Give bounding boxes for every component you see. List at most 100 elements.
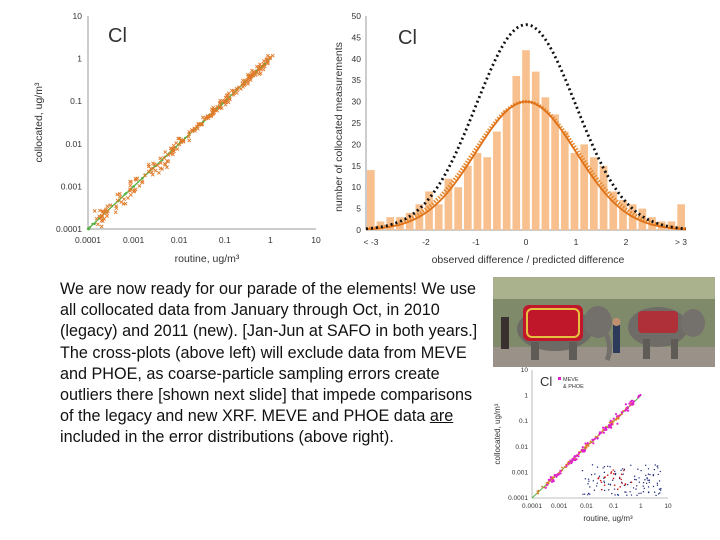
new-xrf-point: [205, 114, 210, 119]
new-xrf-point: [166, 159, 171, 164]
main-scatter-chart: 0.0001 0.001 0.01 0.1 1 10 0.0001 0.001 0.01 0.1 1…: [33, 11, 321, 265]
new-xrf-point: [242, 81, 247, 86]
x-tick-label: 0.1: [609, 503, 618, 510]
y-tick-label: 0.001: [512, 469, 529, 476]
collocated-point: [561, 466, 563, 469]
new-xrf-point: [223, 99, 228, 104]
meve-phoe-point: [631, 401, 635, 405]
new-xrf-point: [163, 162, 168, 167]
meve-phoe-point: [630, 403, 633, 406]
outlier-point: [609, 483, 612, 486]
new-xrf-point: [175, 147, 180, 152]
element-label: Cl: [540, 374, 552, 389]
legacy-point: [91, 222, 94, 226]
outlier-point: [610, 472, 612, 474]
collocated-point: [547, 482, 550, 485]
parade-person-head: [612, 318, 621, 326]
outlier-point: [657, 473, 659, 476]
collocated-point: [594, 435, 597, 438]
new-xrf-point: [241, 84, 245, 89]
meve-phoe-point: [559, 472, 562, 475]
new-xrf-point: [128, 187, 132, 192]
new-xrf-point: [257, 72, 262, 77]
collocated-point: [553, 476, 556, 479]
meve-phoe-point: [626, 409, 630, 412]
new-xrf-point: [162, 156, 167, 160]
meve-phoe-point: [618, 414, 621, 417]
new-xrf-point: [212, 110, 217, 115]
new-xrf-point: [209, 107, 214, 112]
new-xrf-point: [212, 107, 217, 111]
x-tick-label: -2: [422, 237, 430, 247]
outlier-point: [591, 464, 594, 466]
outlier-point: [638, 481, 641, 483]
meve-phoe-point: [569, 459, 572, 462]
x-tick-label: 0.01: [580, 503, 593, 510]
new-xrf-point: [226, 100, 231, 105]
outlier-point: [626, 494, 628, 496]
new-xrf-point: [160, 167, 165, 171]
new-xrf-point: [140, 180, 145, 185]
outlier-point: [613, 473, 615, 475]
meve-phoe-point: [616, 422, 619, 425]
collocated-point: [608, 421, 611, 424]
outlier-point: [640, 469, 642, 472]
outlier-point: [595, 485, 598, 487]
new-xrf-point: [150, 172, 155, 177]
new-xrf-point: [189, 127, 194, 132]
y-tick-label: 5: [356, 204, 361, 214]
meve-phoe-point: [596, 436, 599, 440]
y-axis-title: collocated, ug/m³: [493, 403, 502, 464]
y-tick-label: 35: [352, 75, 362, 85]
new-xrf-point: [172, 149, 176, 154]
outlier-point: [612, 477, 615, 480]
collocated-point: [541, 485, 543, 488]
meve-phoe-point: [553, 474, 557, 477]
paragraph-text-1: We are now ready for our parade of the e…: [60, 280, 478, 426]
histogram-bar: [638, 208, 647, 230]
meve-phoe-point: [556, 473, 559, 476]
meve-phoe-point: [604, 426, 607, 430]
x-tick-label: 10: [311, 235, 321, 245]
outlier-point: [657, 467, 659, 469]
new-xrf-point: [211, 112, 215, 117]
new-xrf-point: [196, 123, 201, 128]
new-xrf-point: [259, 67, 263, 72]
histogram-bar: [434, 204, 443, 230]
meve-phoe-point: [612, 417, 615, 420]
outlier-point: [656, 465, 658, 467]
histogram-bar: [367, 170, 375, 230]
new-xrf-point: [122, 197, 126, 202]
x-tick-label: 0: [524, 237, 529, 247]
meve-phoe-point: [601, 426, 605, 429]
new-xrf-point: [179, 137, 184, 142]
elephant-parade-photo: [493, 277, 715, 367]
new-xrf-point: [261, 61, 266, 66]
meve-phoe-point: [591, 438, 594, 441]
meve-phoe-point: [639, 393, 642, 397]
outlier-point: [614, 494, 616, 496]
new-xrf-point: [123, 201, 128, 206]
outlier-point: [636, 494, 638, 497]
outlier-point: [633, 475, 636, 477]
histogram-bar: [386, 217, 395, 230]
x-tick-label: 2: [624, 237, 629, 247]
x-tick-label: 10: [664, 503, 672, 510]
outlier-point: [608, 489, 610, 491]
y-tick-label: 20: [352, 139, 362, 149]
new-xrf-point: [181, 138, 186, 143]
outlier-point: [603, 465, 606, 468]
y-tick-label: 1: [524, 393, 528, 400]
outlier-point: [645, 482, 648, 484]
new-xrf-point: [217, 105, 222, 110]
photo-street: [493, 347, 715, 367]
outlier-point: [645, 464, 647, 467]
x-tick-label: 0.1: [219, 235, 231, 245]
new-xrf-point: [113, 210, 118, 215]
outlier-point: [635, 488, 637, 490]
y-tick-label: 10: [352, 182, 362, 192]
outlier-point: [632, 487, 635, 489]
y-tick-label: 10: [521, 367, 529, 374]
meve-phoe-point: [598, 433, 601, 436]
legend-entry: & PHOE: [563, 384, 584, 390]
